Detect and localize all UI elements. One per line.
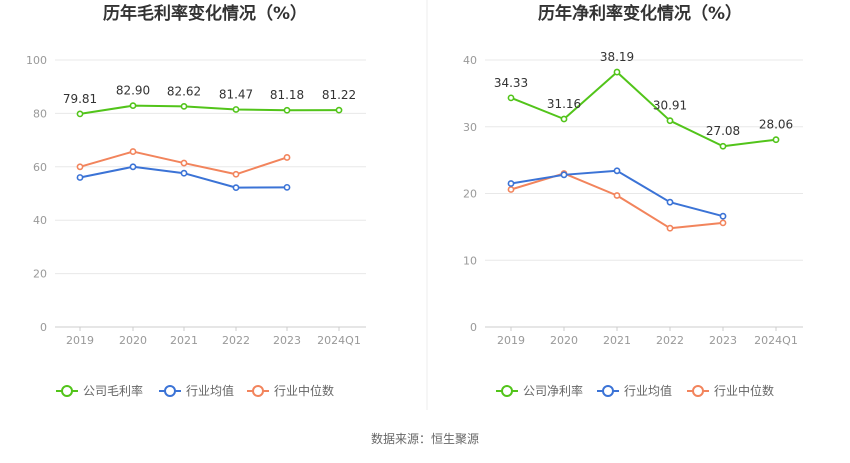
data-point: [76, 163, 84, 171]
data-label: 82.90: [116, 84, 150, 98]
data-point: [76, 174, 84, 181]
series-line: [510, 71, 777, 148]
data-point: [613, 167, 621, 175]
legend-label: 行业中位数: [274, 383, 334, 398]
data-point: [232, 106, 240, 113]
data-label: 81.18: [270, 88, 304, 102]
legend-swatch-marker: [501, 385, 513, 397]
data-point: [719, 212, 727, 220]
data-point: [232, 184, 240, 192]
legend-item[interactable]: 行业中位数: [247, 383, 334, 398]
data-point: [283, 154, 291, 161]
x-tick-label: 2022: [222, 334, 250, 347]
chart-panel-2: 历年净利率变化情况（%） 0 10 20 30 40 2019 2020 2021 2022 202…: [463, 3, 803, 398]
data-point: [283, 106, 291, 114]
data-point: [719, 142, 727, 150]
y-tick-label: 100: [26, 54, 47, 67]
y-tick-label: 20: [33, 268, 47, 281]
data-point: [335, 106, 343, 114]
legend-item[interactable]: 行业均值: [597, 383, 672, 398]
data-point: [560, 171, 568, 179]
y-tick-label: 10: [463, 254, 477, 267]
legend-swatch-marker: [692, 385, 704, 397]
legend-swatch-marker: [61, 385, 73, 397]
x-tick-label: 2022: [656, 334, 684, 347]
data-point: [129, 102, 137, 110]
x-tick-label: 2024Q1: [317, 334, 361, 347]
x-tick-label: 2023: [273, 334, 301, 347]
data-point: [507, 94, 515, 102]
data-point: [283, 183, 291, 191]
data-label: 34.33: [494, 76, 528, 90]
series-line: [79, 104, 340, 115]
data-point: [772, 136, 780, 144]
data-source-note: 数据来源：恒生聚源: [371, 431, 479, 446]
x-tick-label: 2021: [603, 334, 631, 347]
data-point: [613, 68, 621, 76]
legend-label: 行业中位数: [714, 383, 774, 398]
x-tick-label: 2023: [709, 334, 737, 347]
x-tick-label: 2020: [550, 334, 578, 347]
legend-label: 公司净利率: [523, 383, 583, 398]
legend-swatch-marker: [164, 385, 176, 397]
legend-item[interactable]: 行业均值: [159, 383, 234, 398]
legend-label: 行业均值: [186, 383, 234, 398]
data-point: [613, 192, 621, 199]
data-label: 81.22: [322, 88, 356, 102]
y-tick-label: 40: [463, 54, 477, 67]
data-point: [180, 169, 188, 177]
x-tick-label: 2021: [170, 334, 198, 347]
data-label: 38.19: [600, 50, 634, 64]
data-point: [666, 117, 674, 125]
legend-item[interactable]: 公司净利率: [496, 383, 583, 398]
legend-swatch-marker: [602, 385, 614, 397]
data-label: 82.62: [167, 84, 201, 98]
data-point: [129, 163, 137, 171]
data-label: 31.16: [547, 97, 581, 111]
chart-title: 历年净利率变化情况（%）: [538, 3, 742, 24]
data-point: [232, 170, 240, 178]
y-tick-label: 0: [40, 321, 47, 334]
series-line: [510, 172, 724, 230]
data-point: [560, 115, 568, 123]
data-point: [666, 224, 674, 232]
x-tick-label: 2019: [66, 334, 94, 347]
data-label: 30.91: [653, 99, 687, 113]
legend-label: 行业均值: [624, 383, 672, 398]
data-point: [76, 110, 84, 118]
data-label: 81.47: [219, 87, 253, 101]
data-label: 27.08: [706, 124, 740, 138]
legend-item[interactable]: 公司毛利率: [56, 383, 143, 398]
y-tick-label: 80: [33, 107, 47, 120]
data-point: [666, 198, 674, 206]
x-tick-label: 2024Q1: [754, 334, 798, 347]
chart-panel-1: 历年毛利率变化情况（%） 0 20 40 60 80 100 2019 2020 2021 2022…: [26, 3, 366, 398]
data-point: [507, 186, 515, 193]
legend-item[interactable]: 行业中位数: [687, 383, 774, 398]
data-point: [180, 103, 188, 110]
legend-label: 公司毛利率: [83, 383, 143, 398]
data-point: [507, 180, 515, 187]
y-tick-label: 40: [33, 214, 47, 227]
y-tick-label: 60: [33, 161, 47, 174]
x-tick-label: 2019: [497, 334, 525, 347]
x-tick-label: 2020: [119, 334, 147, 347]
data-label: 79.81: [63, 92, 97, 106]
data-label: 28.06: [759, 118, 793, 132]
data-point: [129, 148, 137, 155]
chart-title: 历年毛利率变化情况（%）: [103, 3, 307, 24]
y-tick-label: 30: [463, 121, 477, 134]
legend-swatch-marker: [252, 385, 264, 397]
y-tick-label: 20: [463, 188, 477, 201]
data-point: [180, 159, 188, 167]
y-tick-label: 0: [470, 321, 477, 334]
data-point: [719, 219, 727, 227]
